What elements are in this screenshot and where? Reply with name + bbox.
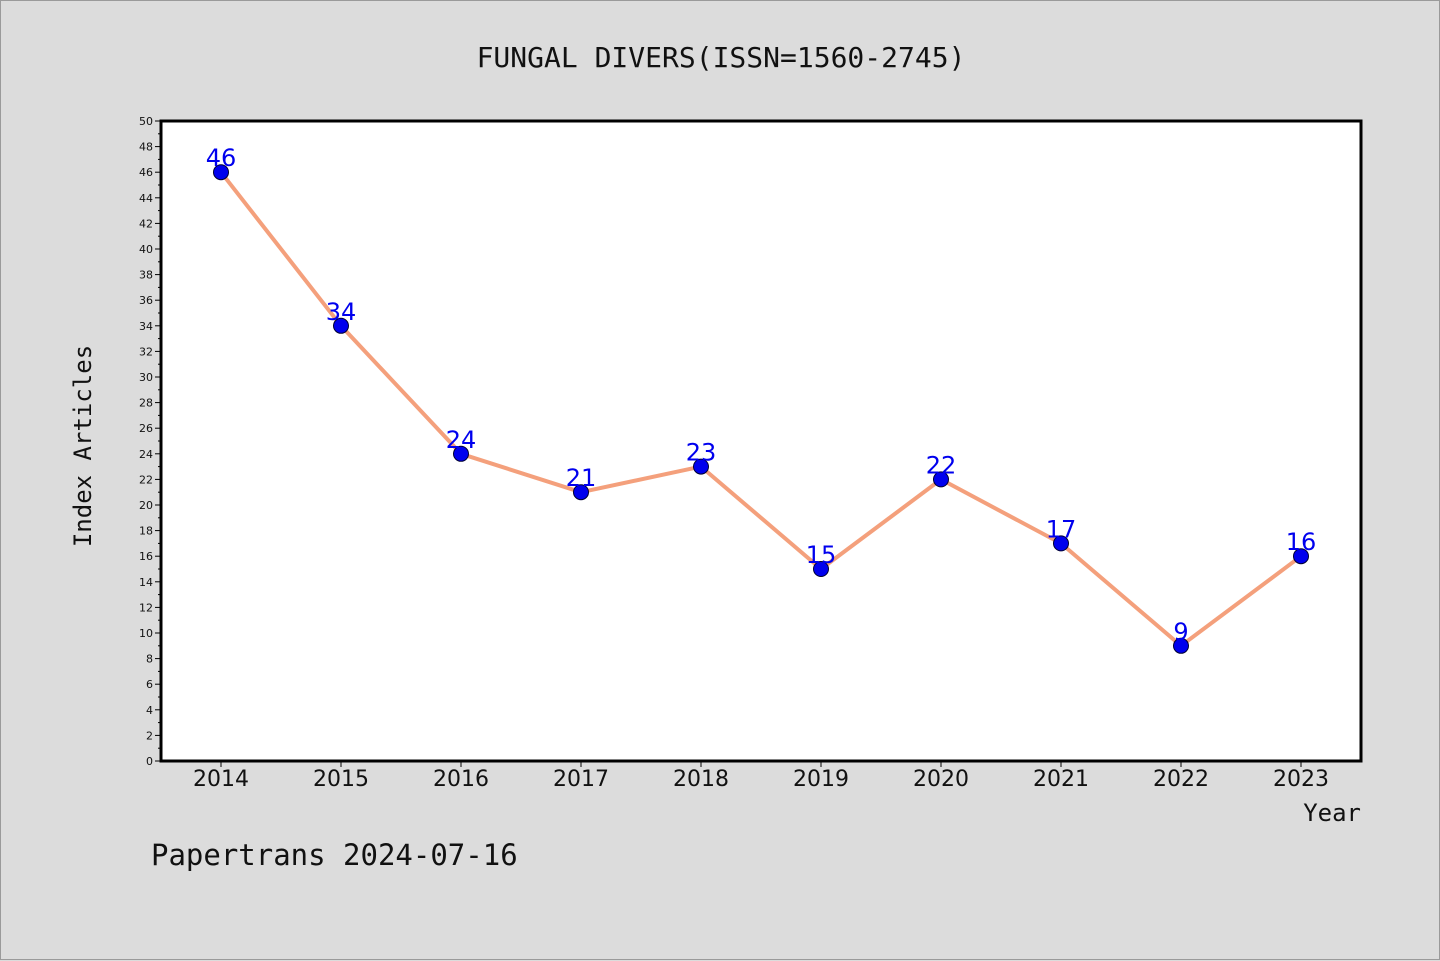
- x-tick-label: 2023: [1273, 767, 1329, 792]
- y-tick-label: 32: [139, 345, 153, 358]
- data-point: [933, 471, 949, 488]
- data-label: 21: [566, 464, 597, 492]
- data-point: [813, 561, 829, 577]
- plot-area: [159, 119, 1363, 763]
- y-tick-label: 2: [146, 729, 153, 742]
- y-tick-label: 16: [139, 550, 153, 563]
- data-label: 17: [1046, 515, 1077, 543]
- y-tick-label: 18: [139, 525, 153, 538]
- data-labels: 46 34 24 21 23 15 22 17 9 16: [206, 144, 1317, 646]
- y-tick-label: 10: [139, 627, 153, 640]
- x-tick-label: 2015: [313, 767, 369, 792]
- y-tick-label: 30: [139, 371, 153, 384]
- series-markers: [213, 164, 1309, 654]
- x-tick-label: 2019: [793, 767, 849, 792]
- data-point: [1293, 548, 1309, 565]
- chart-title: FUNGAL DIVERS(ISSN=1560-2745): [477, 41, 966, 74]
- y-tick-label: 22: [139, 473, 153, 486]
- y-tick-label: 38: [139, 269, 153, 282]
- y-axis: 0246810121416182022242628303234363840424…: [139, 115, 161, 768]
- y-axis-label: Index Articles: [69, 345, 97, 547]
- x-axis-label: Year: [1303, 799, 1361, 827]
- y-tick-label: 14: [139, 576, 153, 589]
- x-tick-label: 2017: [553, 767, 609, 792]
- data-point: [1053, 535, 1069, 552]
- data-label: 9: [1173, 618, 1188, 646]
- y-tick-label: 24: [139, 448, 153, 461]
- y-tick-label: 28: [139, 397, 153, 410]
- y-tick-label: 36: [139, 294, 153, 307]
- data-label: 23: [686, 439, 717, 467]
- y-tick-label: 6: [146, 678, 153, 691]
- y-tick-label: 26: [139, 422, 153, 435]
- data-point: [213, 164, 229, 181]
- data-point: [693, 458, 709, 475]
- data-label: 46: [206, 144, 237, 172]
- x-tick-label: 2016: [433, 767, 489, 792]
- y-tick-label: 40: [139, 243, 153, 256]
- data-point: [573, 484, 589, 501]
- data-point: [333, 317, 349, 334]
- data-point: [1173, 637, 1189, 654]
- y-tick-label: 8: [146, 653, 153, 666]
- y-tick-label: 0: [146, 755, 153, 768]
- y-tick-label: 34: [139, 320, 153, 333]
- x-tick-label: 2022: [1153, 767, 1209, 792]
- footer-text: Papertrans 2024-07-16: [151, 838, 518, 872]
- data-label: 34: [326, 298, 357, 326]
- x-tick-label: 2014: [193, 767, 249, 792]
- x-tick-label: 2018: [673, 767, 729, 792]
- y-tick-label: 50: [139, 115, 153, 128]
- y-tick-label: 44: [139, 192, 153, 205]
- x-tick-label: 2020: [913, 767, 969, 792]
- y-tick-label: 4: [146, 704, 153, 717]
- data-label: 22: [926, 451, 957, 479]
- y-tick-label: 48: [139, 141, 153, 154]
- data-point: [453, 445, 469, 462]
- series-line: [219, 170, 1303, 648]
- y-tick-label: 46: [139, 166, 153, 179]
- y-tick-label: 12: [139, 601, 153, 614]
- data-label: 16: [1286, 528, 1317, 556]
- x-tick-label: 2021: [1033, 767, 1089, 792]
- y-tick-label: 42: [139, 217, 153, 230]
- x-axis: 2014 2015 2016 2017 2018 2019 2020 2021 2022 2023: [193, 761, 1329, 792]
- y-tick-label: 20: [139, 499, 153, 512]
- data-label: 15: [806, 541, 837, 569]
- data-label: 24: [446, 426, 477, 454]
